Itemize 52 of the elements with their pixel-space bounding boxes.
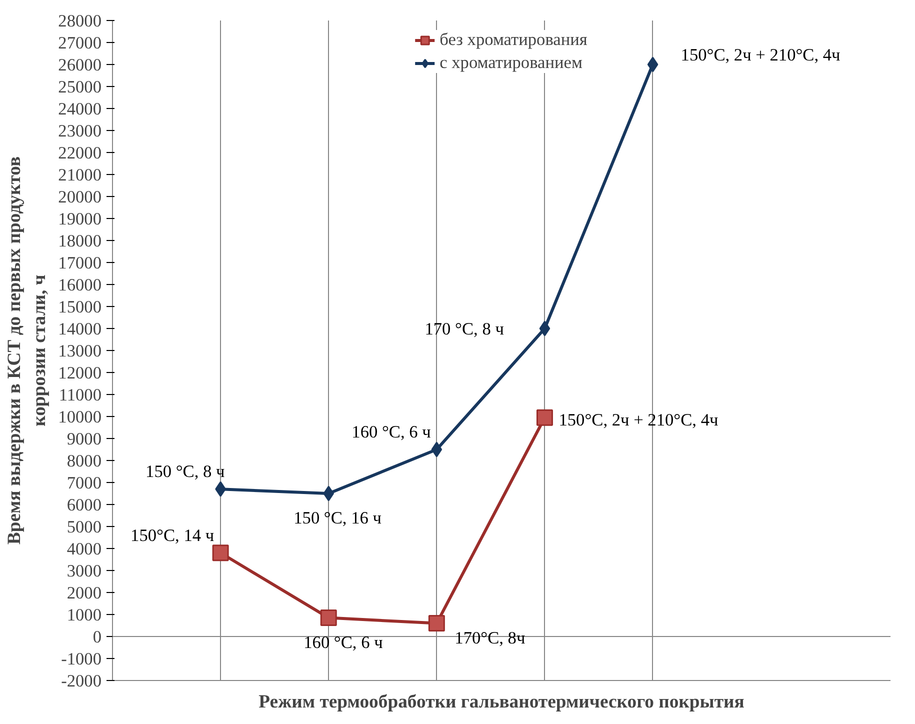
y-tick-label: 6000 [66,496,102,514]
y-tick-label: -2000 [61,672,102,690]
y-tick-label: 3000 [66,562,102,580]
y-tick-label: -1000 [61,650,102,668]
point [431,442,442,458]
y-tick-label: 2000 [66,584,102,602]
annotation: 150°C, 2ч + 210°C, 4ч [558,410,718,430]
y-tick-label: 10000 [58,408,102,426]
y-tick-label: 12000 [58,364,102,382]
annotation: 170°C, 8ч [454,628,526,648]
y-tick-label: 17000 [58,254,102,272]
y-tick-label: 19000 [58,210,102,228]
annotation: 150 °C, 8 ч [146,462,226,482]
y-tick-label: 7000 [66,474,102,492]
point [428,615,445,632]
y-tick-label: 11000 [58,386,102,404]
y-tick-label: 14000 [58,320,102,338]
y-axis-title: Время выдержки в КСТ до первых продуктов коррозии стали, ч [4,156,50,545]
point [539,320,550,336]
y-tick-label: 15000 [58,298,102,316]
point [536,409,553,426]
legend-label: с хроматированием [440,53,582,73]
y-tick-label: 16000 [58,276,102,294]
annotation: 150 °C, 16 ч [294,508,382,528]
point [323,486,334,502]
point [647,56,658,72]
annotation: 170 °C, 8 ч [424,320,504,338]
point [320,610,337,626]
y-tick-label: 0 [92,628,102,646]
annotation: 160 °C, 6 ч [304,632,384,652]
legend-label: без хроматирования [440,30,588,50]
y-tick-label: 27000 [58,34,102,52]
y-tick-label: 13000 [58,342,102,360]
y-tick-label: 25000 [58,78,102,96]
y-tick-label: 28000 [58,12,102,30]
y-tick-label: 21000 [58,166,102,184]
y-tick-label: 20000 [58,188,102,206]
y-tick-label: 8000 [66,452,102,470]
y-tick-label: 18000 [58,232,102,250]
x-axis-title: Режим термообработки гальванотермического покрытия [258,692,744,712]
annotation: 160 °C, 6 ч [352,422,432,442]
y-tick-label: 23000 [58,122,102,140]
y-tick-label: 1000 [66,606,102,624]
y-tick-label: 5000 [66,518,102,536]
annotation: 150°C, 14 ч [130,526,214,545]
point [212,544,229,562]
y-tick-label: 26000 [58,56,102,74]
annotation: 150°C, 2ч + 210°C, 4ч [680,46,841,64]
y-tick-label: 24000 [58,100,102,118]
y-tick-label: 22000 [58,144,102,162]
y-tick-label: 9000 [66,430,102,448]
y-tick-label: 4000 [66,540,102,558]
